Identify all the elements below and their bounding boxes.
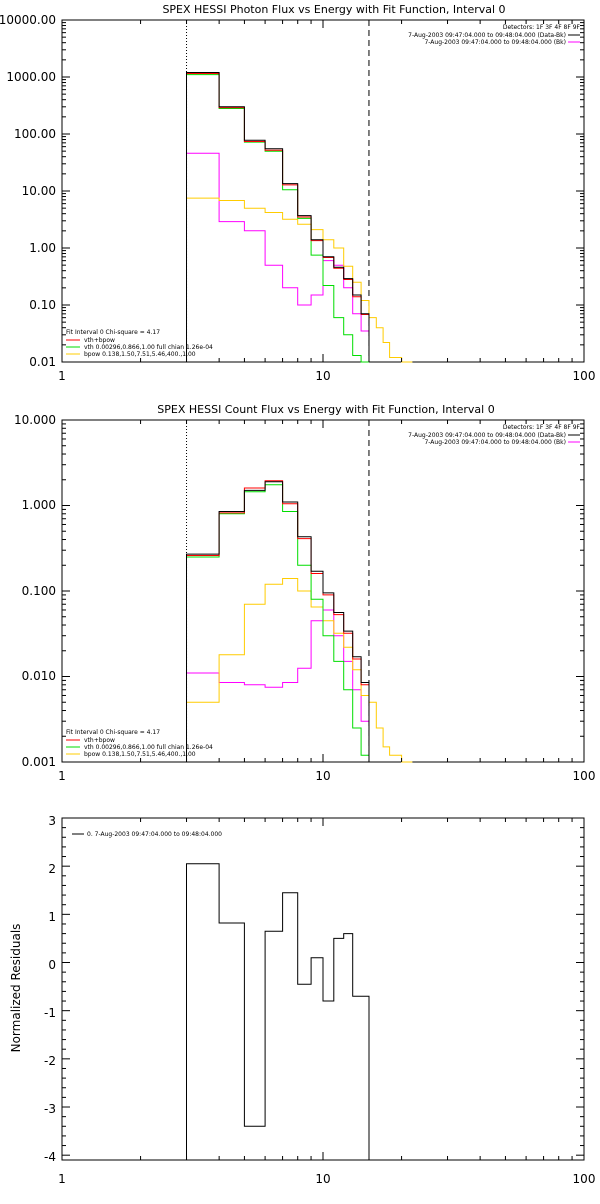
y-axis-label: Normalized Residuals	[9, 924, 23, 1053]
count-flux-title: SPEX HESSI Count Flux vs Energy with Fit…	[157, 403, 494, 416]
y-tick-label: 0	[48, 958, 56, 972]
series-vth	[186, 74, 369, 363]
series-vth	[186, 484, 370, 762]
y-tick-label: 0.010	[22, 669, 56, 683]
fit-vth-params: vth 0.00296,0.866,1.00 full chian 1.26e-…	[84, 744, 213, 751]
y-tick-label: 1.000	[22, 498, 56, 512]
legend-data-bk: 7-Aug-2003 09:47:04.000 to 09:48:04.000 …	[408, 432, 566, 439]
series-bk	[186, 152, 370, 362]
fit-bpow-params: bpow 0.138,1.50,7.51,5.46,400.,1.00	[84, 751, 196, 758]
fit-function-label: vth+bpow	[84, 737, 115, 744]
series-data	[186, 863, 370, 1160]
y-tick-label: 0.001	[22, 755, 56, 769]
x-tick-label: 10	[315, 369, 330, 383]
photon-flux-title: SPEX HESSI Photon Flux vs Energy with Fi…	[162, 3, 505, 16]
x-tick-label: 1	[58, 769, 66, 783]
y-tick-label: 1	[48, 910, 56, 924]
series-data	[186, 72, 370, 362]
plot-frame	[61, 19, 585, 363]
x-tick-label: 100	[573, 1172, 596, 1186]
series-total	[186, 480, 370, 762]
y-tick-label: 1000.00	[6, 70, 56, 84]
legend-bk: 7-Aug-2003 09:47:04.000 to 09:48:04.000 …	[424, 439, 566, 446]
series-total	[186, 73, 370, 362]
detectors-label: Detectors: 1F 3F 4F 8F 9F	[503, 24, 581, 31]
series-bpow	[186, 578, 413, 763]
series-bpow	[186, 197, 413, 363]
x-tick-label: 100	[573, 769, 596, 783]
y-tick-label: 10000.00	[0, 13, 56, 27]
x-tick-label: 10	[315, 769, 330, 783]
y-tick-label: 2	[48, 862, 56, 876]
y-tick-label: 10.000	[14, 413, 56, 427]
fit-bpow-params: bpow 0.138,1.50,7.51,5.46,400.,1.00	[84, 351, 196, 358]
photon-flux-panel: SPEX HESSI Photon Flux vs Energy with Fi…	[0, 3, 595, 383]
residuals-panel: 1 10 100 -4 -3 -2 -1 0 1 2 3 Normalized …	[9, 814, 595, 1186]
y-tick-label: -3	[44, 1102, 56, 1116]
y-tick-label: 1.00	[29, 241, 56, 255]
x-tick-label: 1	[58, 1172, 66, 1186]
legend-bk: 7-Aug-2003 09:47:04.000 to 09:48:04.000 …	[424, 39, 566, 46]
legend-label: 0. 7-Aug-2003 09:47:04.000 to 09:48:04.0…	[87, 831, 222, 838]
y-tick-label: 0.100	[22, 584, 56, 598]
fit-function-label: vth+bpow	[84, 337, 115, 344]
y-tick-label: 3	[48, 814, 56, 828]
fit-vth-params: vth 0.00296,0.866,1.00 full chian 1.26e-…	[84, 344, 213, 351]
y-tick-label: 10.00	[22, 184, 56, 198]
x-tick-label: 10	[315, 1172, 330, 1186]
y-tick-label: 0.10	[29, 298, 56, 312]
series-data	[186, 481, 370, 762]
y-tick-label: 100.00	[14, 127, 56, 141]
y-tick-label: 0.01	[29, 355, 56, 369]
x-tick-label: 100	[573, 369, 596, 383]
fit-info-line: Fit Interval 0 Chi-square = 4.17	[66, 729, 160, 736]
legend-data-bk: 7-Aug-2003 09:47:04.000 to 09:48:04.000 …	[408, 32, 566, 39]
y-tick-label: -2	[44, 1054, 56, 1068]
series-bk	[186, 609, 370, 762]
detectors-label: Detectors: 1F 3F 4F 8F 9F	[503, 424, 581, 431]
y-tick-label: -1	[44, 1006, 56, 1020]
count-flux-panel: SPEX HESSI Count Flux vs Energy with Fit…	[14, 403, 595, 783]
fit-info-line: Fit Interval 0 Chi-square = 4.17	[66, 329, 160, 336]
x-tick-label: 1	[58, 369, 66, 383]
y-tick-label: -4	[44, 1150, 56, 1164]
